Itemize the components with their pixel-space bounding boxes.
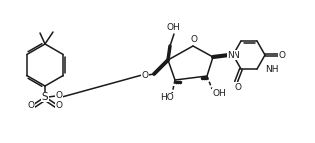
- Text: OH: OH: [166, 23, 180, 32]
- Text: O: O: [234, 83, 242, 92]
- Text: O: O: [141, 70, 148, 80]
- Text: O: O: [55, 102, 62, 111]
- Text: O: O: [278, 50, 285, 59]
- Text: O: O: [27, 102, 35, 111]
- Text: N: N: [228, 51, 234, 60]
- Text: OH: OH: [212, 89, 226, 98]
- Text: NH: NH: [265, 64, 278, 74]
- Text: O: O: [191, 35, 198, 44]
- Text: S: S: [42, 92, 48, 102]
- Text: HO: HO: [160, 94, 174, 103]
- Text: O: O: [55, 92, 62, 101]
- Text: N: N: [232, 50, 239, 59]
